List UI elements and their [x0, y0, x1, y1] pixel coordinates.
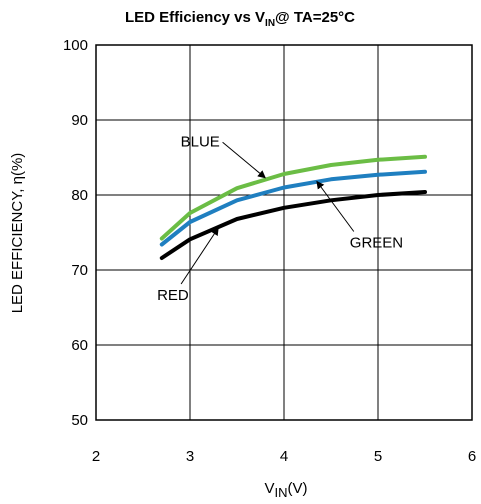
y-tick-label: 80 — [71, 187, 88, 204]
grid — [96, 45, 472, 420]
annotation-label-green: GREEN — [350, 235, 403, 252]
y-tick-label: 90 — [71, 112, 88, 129]
series-group — [159, 154, 427, 260]
series-line-red — [159, 190, 427, 260]
annotation-arrow-green — [316, 180, 355, 232]
y-axis-label: LED EFFICIENCY, η(%) — [9, 153, 26, 314]
annotation-label-red: RED — [157, 287, 189, 304]
series-line-blue — [159, 154, 427, 241]
x-tick-label: 6 — [468, 448, 476, 465]
annotations: BLUE GREEN RED — [157, 133, 403, 304]
x-tick-label: 5 — [374, 448, 382, 465]
annotation-arrow-blue — [222, 141, 266, 179]
x-tick-label: 3 — [186, 448, 194, 465]
annotation-label-blue: BLUE — [181, 133, 220, 150]
y-tick-label: 50 — [71, 412, 88, 429]
x-tick-label: 2 — [92, 448, 100, 465]
y-tick-label: 60 — [71, 337, 88, 354]
x-axis-label: VIN(V) — [264, 480, 307, 500]
series-line-green — [159, 169, 427, 247]
x-tick-label: 4 — [280, 448, 288, 465]
chart-title: LED Efficiency vs VIN@ TA=25°C — [125, 9, 355, 29]
plot-frame — [95, 44, 473, 421]
y-tick-label: 70 — [71, 262, 88, 279]
y-tick-label: 100 — [63, 37, 88, 54]
x-tick-labels: 2 3 4 5 6 — [92, 448, 476, 465]
annotation-arrow-red — [180, 227, 219, 285]
y-tick-labels: 50 60 70 80 90 100 — [63, 37, 88, 429]
